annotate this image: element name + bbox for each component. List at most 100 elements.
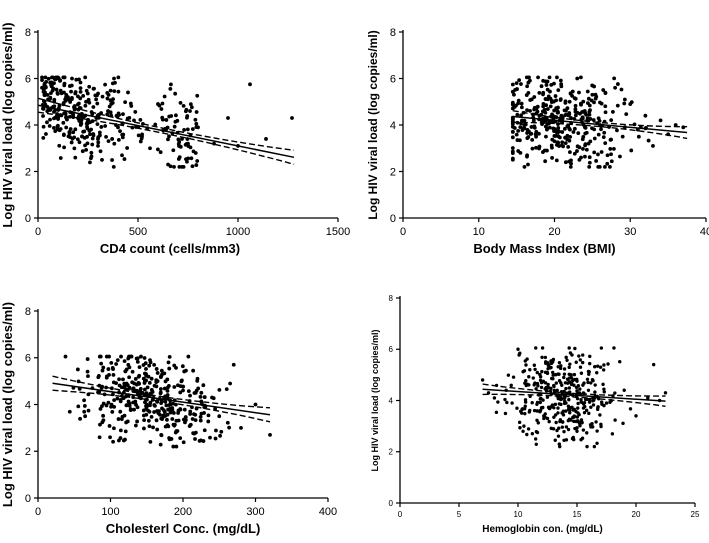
data-point <box>192 412 196 417</box>
data-point <box>173 402 178 407</box>
data-point <box>557 402 561 406</box>
data-point <box>184 141 189 146</box>
y-tick-label: 0 <box>389 499 394 508</box>
data-point <box>548 366 552 370</box>
x-tick-label: 200 <box>174 506 192 518</box>
data-point <box>516 149 521 153</box>
data-point <box>601 135 606 140</box>
data-point <box>525 127 530 132</box>
data-point <box>567 376 572 380</box>
data-point <box>570 381 574 385</box>
data-point <box>522 164 527 169</box>
data-point <box>123 100 128 105</box>
data-point <box>167 366 172 371</box>
data-point <box>525 136 530 141</box>
data-point <box>84 147 89 152</box>
data-point <box>219 429 224 434</box>
data-point <box>85 134 89 139</box>
data-point <box>558 78 563 83</box>
data-point <box>227 425 232 430</box>
data-point <box>100 157 104 162</box>
data-point <box>545 395 550 399</box>
data-point <box>53 129 58 134</box>
data-point <box>595 441 599 445</box>
data-point <box>540 109 545 114</box>
data-point <box>169 114 174 118</box>
data-point <box>55 91 60 95</box>
data-point <box>535 370 539 375</box>
data-point <box>560 140 565 145</box>
data-point <box>183 415 188 419</box>
data-point <box>172 385 177 389</box>
data-point <box>568 351 573 355</box>
regression-line <box>37 104 295 159</box>
data-point <box>188 102 193 107</box>
data-point <box>126 362 131 367</box>
data-point <box>176 411 181 415</box>
data-point <box>583 142 588 147</box>
data-point <box>634 414 638 418</box>
data-point <box>142 387 147 392</box>
data-point <box>615 82 620 86</box>
data-point <box>71 130 76 135</box>
data-point <box>189 105 194 110</box>
data-point <box>593 365 597 369</box>
data-point <box>106 367 111 371</box>
data-point <box>622 101 627 106</box>
data-point <box>122 413 127 418</box>
y-tick-label: 0 <box>390 213 396 225</box>
data-point <box>618 359 622 364</box>
data-point <box>42 93 47 98</box>
data-point <box>171 411 176 415</box>
data-point <box>565 358 569 363</box>
data-point <box>595 371 599 375</box>
data-point <box>598 365 603 369</box>
data-point <box>510 151 515 156</box>
data-point <box>595 429 599 433</box>
data-point <box>558 97 563 101</box>
data-point <box>608 400 612 405</box>
data-point <box>199 390 204 395</box>
data-point <box>117 377 121 382</box>
data-point <box>137 381 141 386</box>
data-point <box>63 354 68 359</box>
data-point <box>89 150 94 155</box>
data-point <box>41 114 45 118</box>
data-point <box>132 118 136 123</box>
data-point <box>185 127 190 132</box>
data-point <box>44 132 48 136</box>
data-point <box>555 127 560 132</box>
data-point <box>140 132 144 137</box>
data-point <box>73 90 78 94</box>
data-point <box>559 390 564 394</box>
y-tick-label: 6 <box>390 73 396 85</box>
data-point <box>43 84 48 89</box>
data-point <box>213 436 218 441</box>
data-point <box>158 390 163 395</box>
data-point <box>560 130 565 134</box>
data-point <box>593 390 597 394</box>
data-point <box>533 367 537 372</box>
data-point <box>581 353 585 357</box>
data-point <box>536 75 540 80</box>
data-point <box>95 122 100 127</box>
data-point <box>138 117 143 122</box>
data-point <box>206 419 211 424</box>
data-point <box>565 106 570 111</box>
data-point <box>509 383 513 388</box>
data-point <box>511 375 516 379</box>
data-point <box>562 429 566 434</box>
data-point <box>624 112 629 117</box>
data-point <box>107 372 111 377</box>
data-point <box>146 418 151 423</box>
data-point <box>552 415 556 419</box>
data-point <box>556 434 561 438</box>
data-point <box>185 115 189 120</box>
data-point <box>121 132 126 137</box>
data-point <box>189 156 194 161</box>
data-point <box>211 396 216 401</box>
data-point <box>537 90 542 95</box>
data-point <box>611 146 616 151</box>
data-point <box>601 382 605 387</box>
data-point <box>164 403 169 408</box>
